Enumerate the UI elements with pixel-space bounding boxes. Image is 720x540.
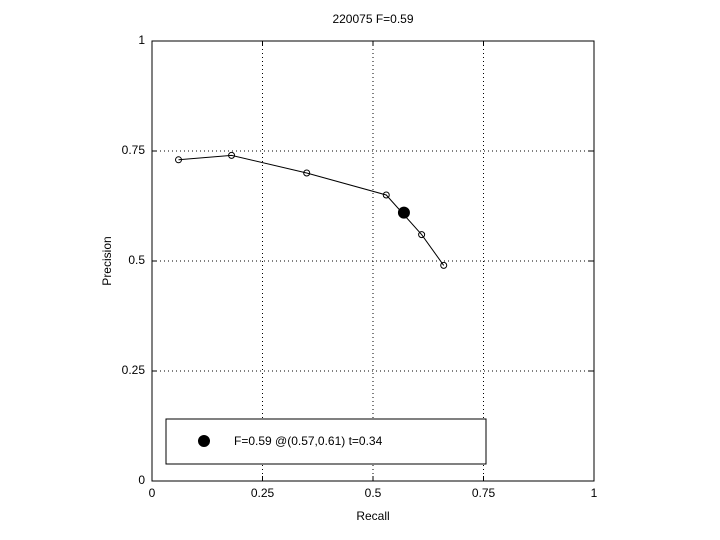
legend-label: F=0.59 @(0.57,0.61) t=0.34	[234, 434, 383, 448]
chart-title: 220075 F=0.59	[332, 12, 413, 26]
marker	[440, 261, 448, 269]
y-tick-label: 0.5	[128, 253, 145, 267]
x-tick-label: 1	[591, 486, 598, 500]
y-tick-label: 0	[138, 473, 145, 487]
y-axis-label: Precision	[100, 236, 114, 285]
marker	[228, 151, 236, 159]
marker	[303, 169, 311, 177]
x-axis-label: Recall	[356, 509, 389, 523]
x-tick-label: 0.25	[251, 486, 275, 500]
y-tick-label: 0.75	[122, 143, 146, 157]
x-tick-label: 0.5	[365, 486, 382, 500]
x-tick-label: 0.75	[472, 486, 496, 500]
marker	[382, 191, 390, 199]
plot-frame	[151, 40, 595, 482]
marker	[418, 231, 426, 239]
line	[178, 154, 445, 266]
marker	[175, 156, 183, 164]
x-tick-label: 0	[149, 486, 156, 500]
y-tick-label: 0.25	[122, 363, 146, 377]
legend: F=0.59 @(0.57,0.61) t=0.34	[165, 418, 487, 465]
y-tick-label: 1	[138, 33, 145, 47]
marker	[198, 435, 210, 447]
marker	[397, 206, 410, 219]
legend-box	[165, 418, 487, 465]
